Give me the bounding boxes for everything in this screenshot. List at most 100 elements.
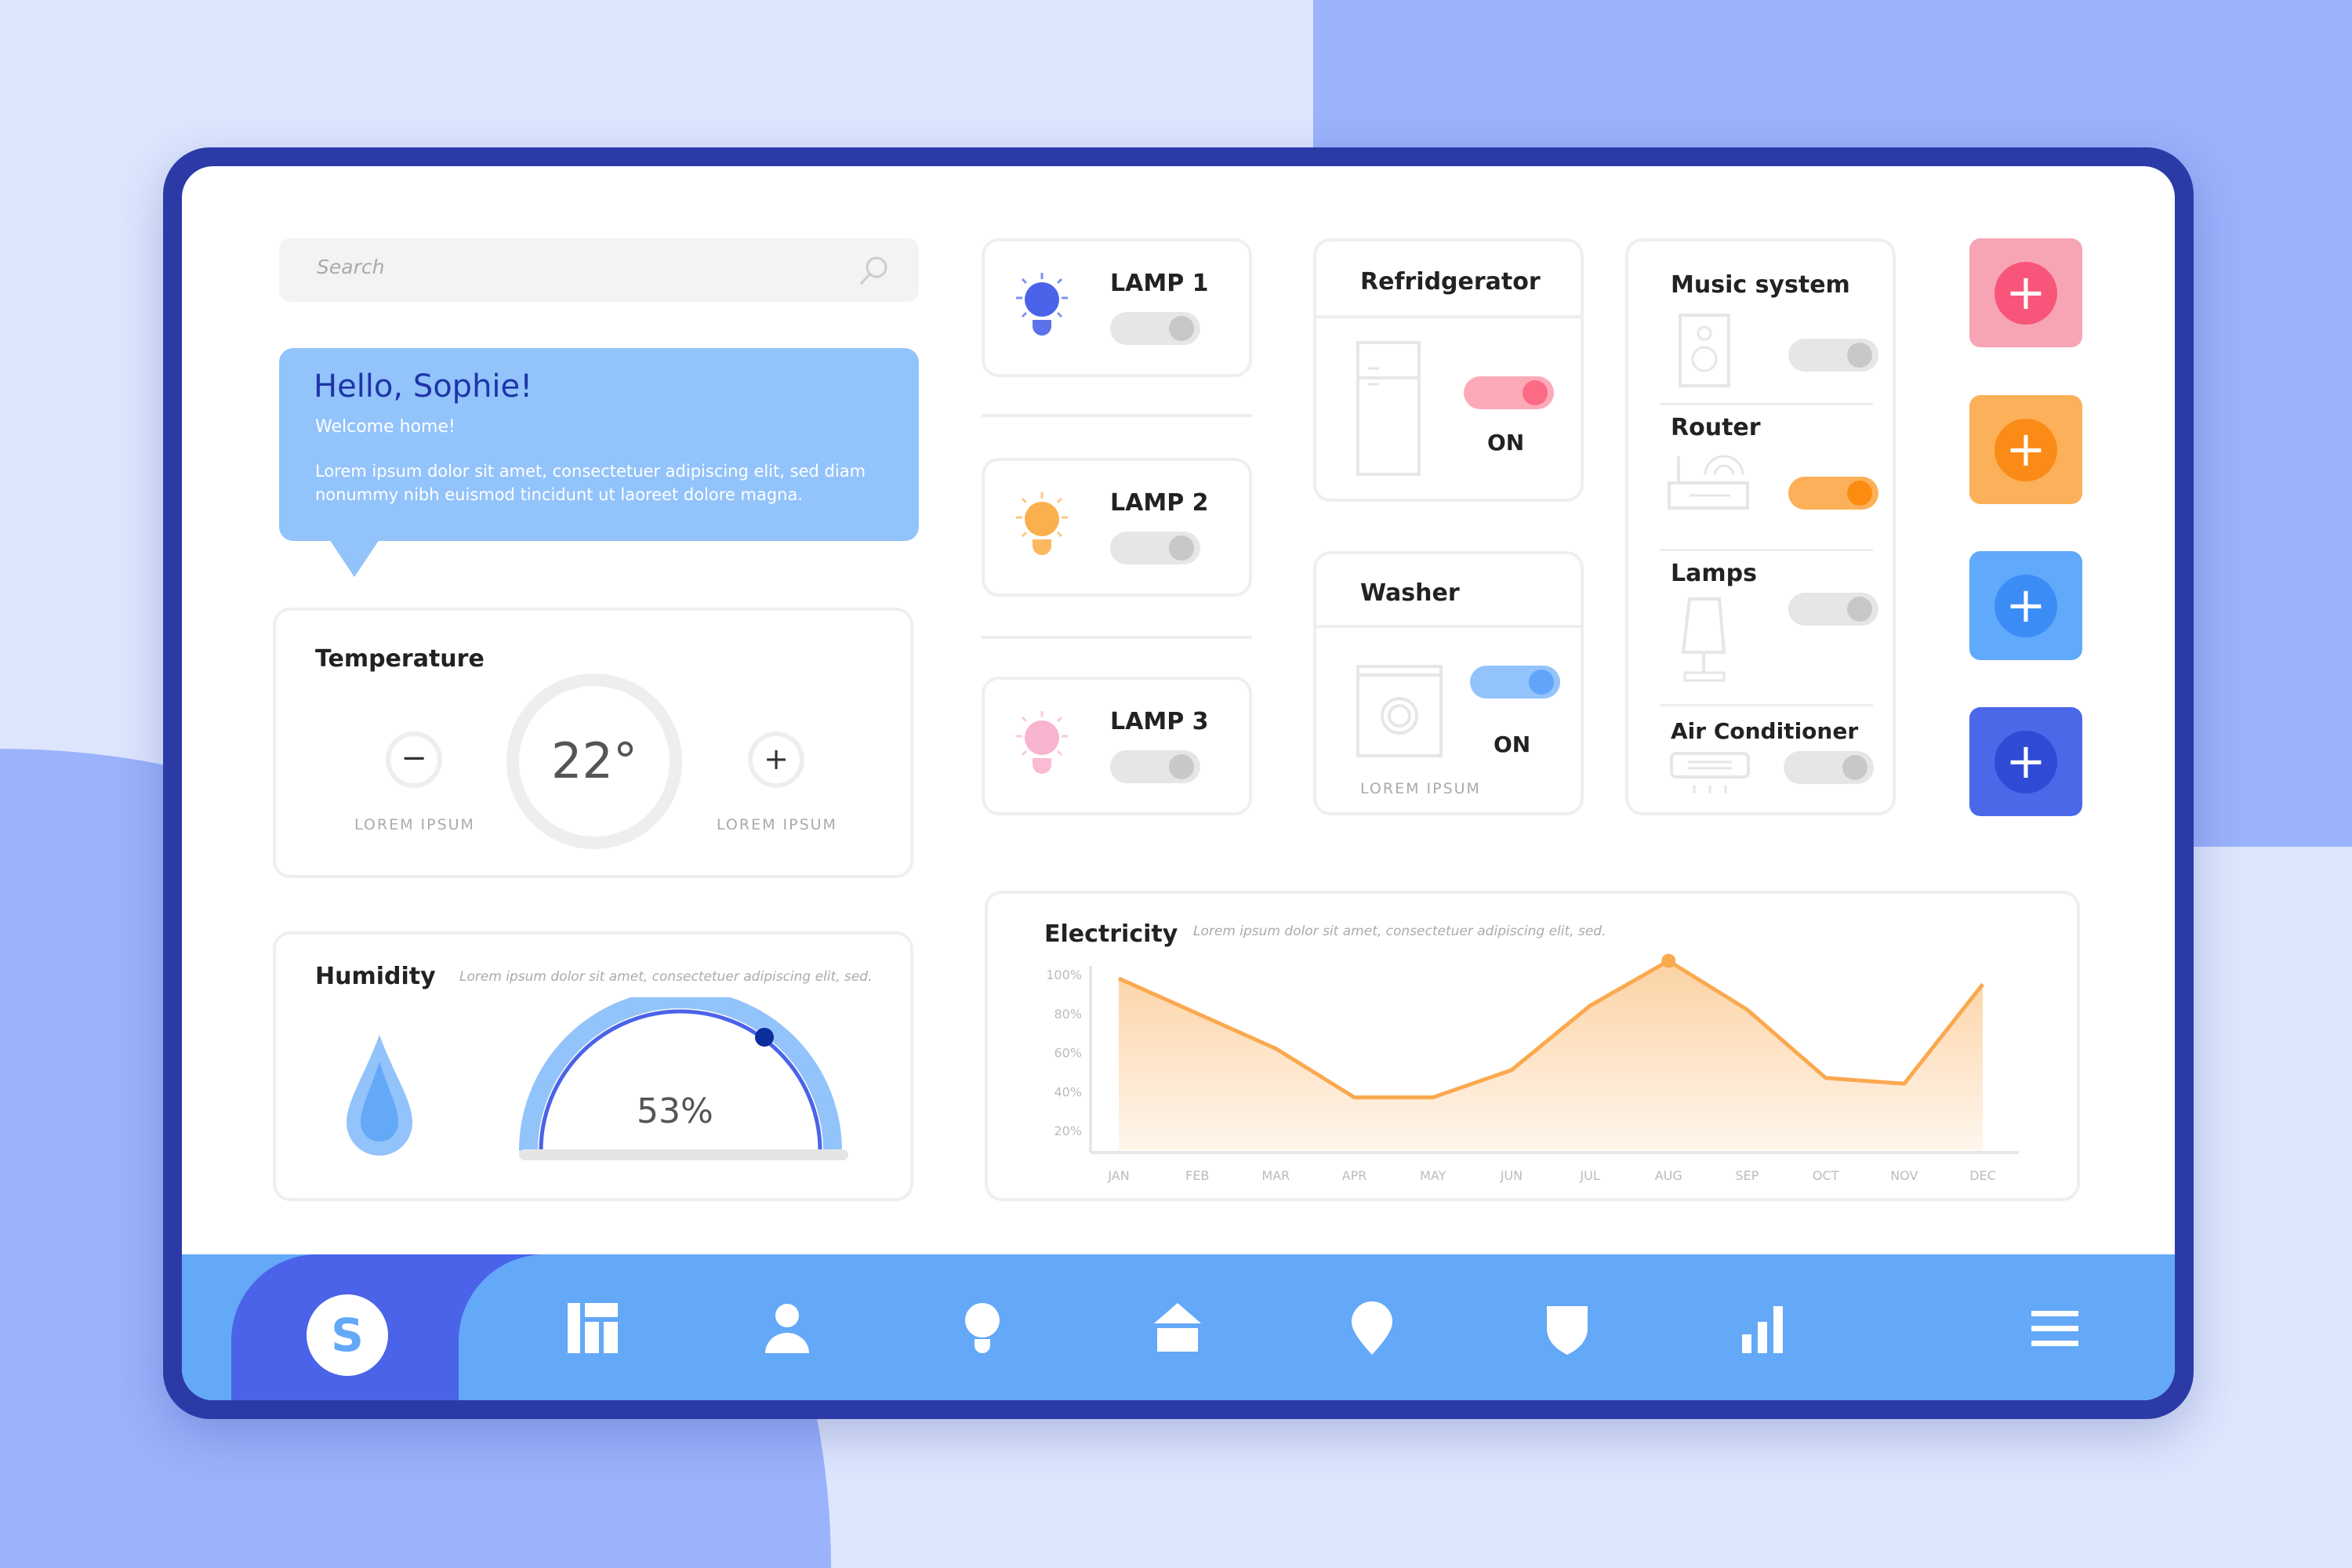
menu-icon[interactable] — [2027, 1300, 2083, 1356]
x-tick-label: JUL — [1579, 1168, 1599, 1183]
humidity-value: 53% — [637, 1091, 713, 1131]
y-tick-label: 60% — [1054, 1046, 1082, 1061]
add-button[interactable]: + — [1969, 551, 2082, 660]
divider — [1660, 549, 1873, 551]
humidity-card: Humidity Lorem ipsum dolor sit amet, con… — [273, 931, 913, 1201]
location-icon[interactable] — [1344, 1300, 1400, 1356]
divider — [982, 414, 1252, 417]
electricity-card: Electricity Lorem ipsum dolor sit amet, … — [985, 891, 2080, 1201]
lamp-card: LAMP 3 — [982, 677, 1252, 815]
x-tick-label: AUG — [1655, 1168, 1682, 1183]
water-drop-icon — [347, 1035, 412, 1156]
lamp-card: LAMP 2 — [982, 458, 1252, 597]
search-input[interactable]: Search — [317, 256, 385, 278]
x-tick-label: SEP — [1735, 1168, 1759, 1183]
stats-icon[interactable] — [1734, 1300, 1791, 1356]
lamp-toggle[interactable] — [1110, 532, 1200, 564]
x-tick-label: APR — [1342, 1168, 1367, 1183]
greeting-bubble: Hello, Sophie! Welcome home! Lorem ipsum… — [279, 348, 919, 577]
refrigerator-toggle[interactable] — [1464, 376, 1554, 409]
plus-icon: + — [1994, 262, 2057, 325]
lamp-label: LAMP 2 — [1110, 489, 1209, 517]
light-bulb-icon — [1016, 492, 1068, 555]
bubble-tail — [329, 539, 379, 577]
refrigerator-card: Refridgerator ON — [1313, 238, 1584, 502]
add-button[interactable]: + — [1969, 238, 2082, 347]
x-tick-label: MAY — [1420, 1168, 1446, 1183]
add-button[interactable]: + — [1969, 395, 2082, 504]
chart-line — [1117, 959, 1984, 1100]
chart-subtitle: Lorem ipsum dolor sit amet, consectetuer… — [1193, 924, 1606, 939]
greeting-subtitle: Welcome home! — [315, 417, 456, 437]
washer-toggle[interactable] — [1470, 666, 1560, 699]
greeting-body: Lorem ipsum dolor sit amet, consectetuer… — [315, 462, 866, 504]
humidity-description: Lorem ipsum dolor sit amet, consectetuer… — [459, 969, 873, 985]
humidity-gauge — [519, 997, 848, 1160]
washer-title: Washer — [1360, 579, 1460, 607]
bulb-icon[interactable] — [954, 1300, 1011, 1356]
increase-button[interactable]: + — [748, 731, 804, 788]
add-button[interactable]: + — [1969, 707, 2082, 816]
temperature-dial[interactable]: 22° — [506, 673, 682, 849]
washer-footer: LOREM IPSUM — [1360, 780, 1481, 797]
router-toggle[interactable] — [1788, 477, 1878, 510]
chart-area — [1119, 960, 1983, 1150]
temperature-card: Temperature − LOREM IPSUM 22° + LOREM IP… — [273, 608, 913, 878]
lamps-toggle[interactable] — [1788, 593, 1878, 626]
lamp-toggle[interactable] — [1110, 312, 1200, 345]
x-tick-label: NOV — [1890, 1168, 1918, 1183]
table-lamp-icon — [1681, 597, 1726, 682]
x-tick-label: DEC — [1969, 1168, 1996, 1183]
chart-title: Electricity — [1044, 920, 1178, 948]
dashboard-icon[interactable] — [564, 1300, 621, 1356]
speaker-icon — [1679, 314, 1730, 387]
highlight-point — [1661, 953, 1676, 968]
x-tick-label: JAN — [1107, 1168, 1129, 1183]
refrigerator-icon — [1356, 341, 1421, 476]
refrigerator-title: Refridgerator — [1360, 268, 1541, 296]
electricity-chart: 100% 80% 60% 40% 20% JAN FEB MAR APR MAY JUN JUL AUG… — [1046, 953, 2019, 1183]
increase-label: LOREM IPSUM — [717, 816, 837, 833]
x-tick-label: FEB — [1185, 1168, 1209, 1183]
decrease-button[interactable]: − — [386, 731, 442, 788]
lamp-toggle[interactable] — [1110, 750, 1200, 783]
avatar[interactable]: S — [307, 1294, 388, 1376]
ac-toggle[interactable] — [1784, 751, 1874, 784]
gauge-handle[interactable] — [755, 1028, 774, 1047]
washer-card: Washer ON LOREM IPSUM — [1313, 551, 1584, 815]
music-toggle[interactable] — [1788, 339, 1878, 372]
device-label-ac: Air Conditioner — [1671, 718, 1859, 744]
air-conditioner-icon — [1670, 752, 1750, 793]
router-icon — [1668, 455, 1749, 510]
greeting-title: Hello, Sophie! — [314, 368, 533, 405]
device-label-router: Router — [1671, 414, 1761, 441]
device-label-music: Music system — [1671, 271, 1850, 299]
lamp-card: LAMP 1 — [982, 238, 1252, 377]
light-bulb-icon — [1016, 711, 1068, 774]
washer-icon — [1356, 665, 1443, 757]
home-icon[interactable] — [1149, 1300, 1206, 1356]
plus-icon: + — [1994, 731, 2057, 793]
divider — [1316, 315, 1581, 318]
device-label-lamps: Lamps — [1671, 560, 1757, 587]
x-tick-label: MAR — [1261, 1168, 1290, 1183]
humidity-title: Humidity — [315, 963, 436, 990]
x-tick-label: OCT — [1813, 1168, 1839, 1183]
search-bar[interactable]: Search — [279, 238, 919, 302]
divider — [1660, 704, 1873, 706]
light-bulb-icon — [1016, 273, 1068, 336]
divider — [1316, 625, 1581, 628]
washer-state: ON — [1494, 731, 1531, 757]
lamp-label: LAMP 1 — [1110, 270, 1209, 297]
lamp-label: LAMP 3 — [1110, 708, 1209, 735]
divider — [1660, 403, 1873, 405]
y-tick-label: 80% — [1054, 1007, 1082, 1022]
plus-icon: + — [1994, 419, 2057, 481]
temperature-title: Temperature — [315, 645, 485, 673]
x-tick-label: JUN — [1500, 1168, 1523, 1183]
search-icon[interactable] — [856, 254, 891, 289]
y-tick-label: 100% — [1046, 967, 1082, 982]
shield-icon[interactable] — [1539, 1300, 1595, 1356]
refrigerator-state: ON — [1487, 430, 1525, 456]
user-icon[interactable] — [759, 1300, 815, 1356]
